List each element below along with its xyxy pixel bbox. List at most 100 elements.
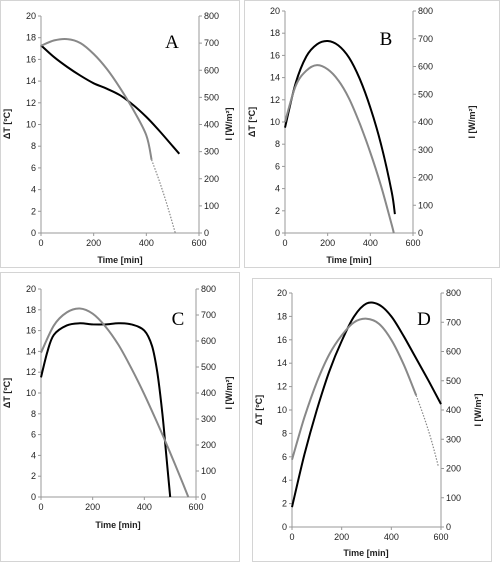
y-right-tick-label: 700 bbox=[418, 34, 433, 44]
panel-border bbox=[0, 0, 240, 268]
x-axis-label: Time [min] bbox=[97, 255, 142, 265]
y-right-tick-label: 200 bbox=[201, 440, 216, 450]
y-right-tick-label: 800 bbox=[418, 6, 433, 16]
y-left-tick-label: 16 bbox=[26, 326, 36, 336]
x-axis-label: Time [min] bbox=[326, 255, 371, 265]
y-right-tick-label: 400 bbox=[418, 117, 433, 127]
y-right-tick-label: 800 bbox=[204, 11, 219, 21]
series-line-irradiance bbox=[291, 317, 418, 460]
y-left-tick-label: 10 bbox=[277, 405, 287, 415]
y-left-tick-label: 20 bbox=[270, 6, 280, 16]
panel-label: C bbox=[172, 309, 185, 330]
y-left-tick-label: 10 bbox=[26, 388, 36, 398]
y-left-tick-label: 2 bbox=[282, 499, 287, 509]
x-tick-label: 400 bbox=[363, 238, 378, 248]
y-right-tick-label: 200 bbox=[204, 174, 219, 184]
y-left-tick-label: 20 bbox=[26, 11, 36, 21]
y-left-tick-label: 16 bbox=[270, 50, 280, 60]
series-line-delta-t bbox=[284, 39, 396, 215]
y-left-tick-label: 12 bbox=[270, 95, 280, 105]
y-left-tick-label: 14 bbox=[26, 76, 36, 86]
y-right-axis-label: I [W/m²] bbox=[467, 106, 477, 139]
y-right-tick-label: 600 bbox=[446, 347, 461, 357]
y-right-tick-label: 100 bbox=[418, 200, 433, 210]
y-right-tick-label: 200 bbox=[446, 464, 461, 474]
x-tick-label: 200 bbox=[320, 238, 335, 248]
y-left-tick-label: 20 bbox=[277, 288, 287, 298]
panel-C: 0246810121416182001002003004005006007008… bbox=[0, 272, 240, 562]
y-right-tick-label: 300 bbox=[204, 147, 219, 157]
panel-D: 0246810121416182001002003004005006007008… bbox=[252, 278, 492, 562]
y-left-tick-label: 2 bbox=[31, 471, 36, 481]
series-line-irradiance bbox=[40, 37, 153, 161]
y-left-tick-label: 6 bbox=[282, 452, 287, 462]
x-tick-label: 400 bbox=[137, 502, 152, 512]
y-left-tick-label: 18 bbox=[26, 305, 36, 315]
y-right-axis-label: I [W/m²] bbox=[224, 377, 234, 410]
y-left-tick-label: 16 bbox=[26, 54, 36, 64]
x-tick-label: 0 bbox=[38, 238, 43, 248]
y-right-tick-label: 0 bbox=[201, 492, 206, 502]
y-right-tick-label: 300 bbox=[201, 414, 216, 424]
y-left-axis-label: ΔT [ºC] bbox=[254, 395, 264, 425]
y-left-tick-label: 10 bbox=[270, 117, 280, 127]
y-right-axis-label: I [W/m²] bbox=[224, 108, 234, 141]
y-left-axis-label: ΔT [ºC] bbox=[2, 109, 12, 139]
y-right-axis-label: I [W/m²] bbox=[473, 394, 483, 427]
y-right-tick-label: 600 bbox=[201, 336, 216, 346]
series-line-irradiance-extrapolated bbox=[415, 395, 440, 468]
y-left-tick-label: 0 bbox=[282, 522, 287, 532]
y-right-tick-label: 700 bbox=[201, 310, 216, 320]
panel-border bbox=[244, 0, 500, 268]
y-left-tick-label: 12 bbox=[26, 98, 36, 108]
y-right-tick-label: 200 bbox=[418, 173, 433, 183]
series-line-irradiance bbox=[284, 64, 395, 234]
x-tick-label: 400 bbox=[139, 238, 154, 248]
panel-label: A bbox=[165, 32, 179, 53]
x-tick-label: 0 bbox=[38, 502, 43, 512]
y-right-tick-label: 100 bbox=[204, 201, 219, 211]
y-left-tick-label: 4 bbox=[275, 184, 280, 194]
y-left-tick-label: 8 bbox=[31, 409, 36, 419]
y-left-tick-label: 14 bbox=[277, 358, 287, 368]
y-right-tick-label: 700 bbox=[446, 317, 461, 327]
series-line-delta-t bbox=[40, 44, 181, 155]
x-axis-label: Time [min] bbox=[95, 520, 140, 530]
panel-A: 0246810121416182001002003004005006007008… bbox=[0, 0, 240, 268]
y-left-tick-label: 8 bbox=[31, 141, 36, 151]
y-left-tick-label: 18 bbox=[26, 33, 36, 43]
y-right-tick-label: 300 bbox=[418, 145, 433, 155]
y-left-tick-label: 6 bbox=[31, 163, 36, 173]
y-left-tick-label: 0 bbox=[31, 228, 36, 238]
y-left-tick-label: 4 bbox=[31, 185, 36, 195]
y-left-tick-label: 6 bbox=[275, 161, 280, 171]
panel-border bbox=[0, 272, 240, 562]
y-right-tick-label: 0 bbox=[204, 228, 209, 238]
y-right-tick-label: 700 bbox=[204, 38, 219, 48]
y-left-tick-label: 6 bbox=[31, 430, 36, 440]
y-right-tick-label: 300 bbox=[446, 434, 461, 444]
panel-label: D bbox=[417, 309, 431, 330]
y-left-tick-label: 2 bbox=[31, 206, 36, 216]
x-tick-label: 200 bbox=[334, 532, 349, 542]
y-right-tick-label: 500 bbox=[446, 376, 461, 386]
y-right-tick-label: 0 bbox=[418, 228, 423, 238]
y-left-axis-label: ΔT [ºC] bbox=[2, 378, 12, 408]
y-right-tick-label: 400 bbox=[446, 405, 461, 415]
y-left-tick-label: 16 bbox=[277, 335, 287, 345]
series-line-delta-t bbox=[40, 322, 172, 498]
y-right-tick-label: 500 bbox=[204, 92, 219, 102]
x-tick-label: 200 bbox=[85, 502, 100, 512]
x-tick-label: 200 bbox=[86, 238, 101, 248]
x-tick-label: 600 bbox=[433, 532, 448, 542]
y-left-tick-label: 0 bbox=[31, 492, 36, 502]
series-line-irradiance-extrapolated bbox=[151, 159, 176, 234]
y-left-tick-label: 12 bbox=[26, 367, 36, 377]
x-tick-label: 600 bbox=[405, 238, 420, 248]
y-left-tick-label: 20 bbox=[26, 284, 36, 294]
x-axis-label: Time [min] bbox=[343, 548, 388, 558]
series-line-irradiance bbox=[40, 307, 190, 498]
y-left-tick-label: 18 bbox=[270, 28, 280, 38]
y-left-tick-label: 2 bbox=[275, 206, 280, 216]
y-right-tick-label: 100 bbox=[446, 493, 461, 503]
